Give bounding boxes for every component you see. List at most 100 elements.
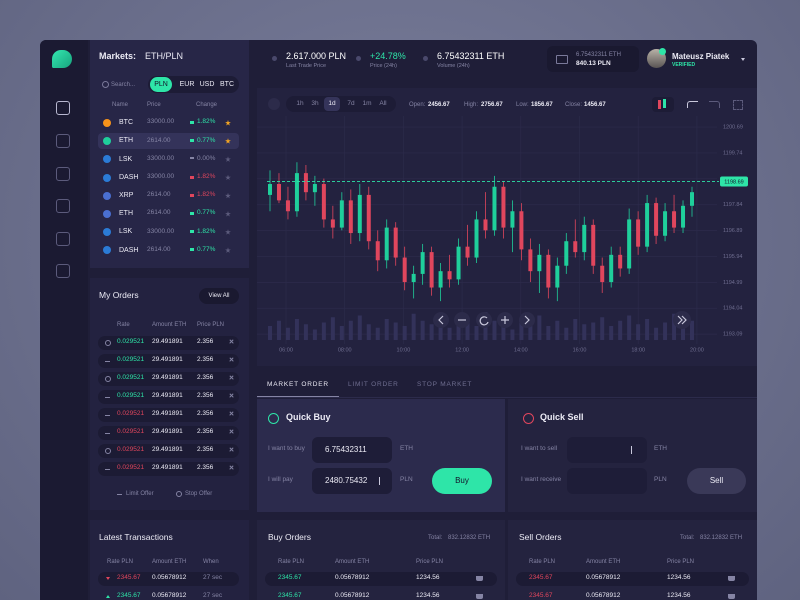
order-tab[interactable]: STOP MARKET xyxy=(417,381,473,389)
cart-button[interactable] xyxy=(728,576,735,581)
draw-tool[interactable] xyxy=(268,98,280,110)
coin-change: 1.82% xyxy=(197,118,216,126)
coin-name[interactable]: ETH xyxy=(119,210,133,218)
volume-bar xyxy=(564,327,569,340)
limit-icon xyxy=(105,468,110,470)
sell-arrow xyxy=(631,446,633,454)
coin-price: 33000.00 xyxy=(147,173,175,181)
user-menu-caret[interactable] xyxy=(741,58,745,61)
order-amount: 29.491891 xyxy=(152,338,183,346)
favorite-star[interactable] xyxy=(225,138,231,144)
wallet-eth: 6.75432311 ETH xyxy=(576,51,621,58)
nav-prev[interactable] xyxy=(433,312,449,328)
user-name[interactable]: Mateusz Piatek xyxy=(672,51,730,61)
coin-name[interactable]: DASH xyxy=(119,246,139,254)
coin-name[interactable]: ETH xyxy=(119,137,133,145)
timeframe-option[interactable]: 7d xyxy=(347,99,355,107)
volume-bar xyxy=(384,319,389,340)
order-price: 2.356 xyxy=(197,428,214,436)
coin-name[interactable]: XRP xyxy=(119,191,134,199)
favorite-star[interactable] xyxy=(225,247,231,253)
undo-button[interactable] xyxy=(687,101,698,108)
order-book-amount: 0.05678912 xyxy=(335,574,370,582)
volume-bar xyxy=(636,324,641,340)
sidebar-icon[interactable] xyxy=(56,101,70,115)
coin-price: 2614.00 xyxy=(147,191,171,199)
quick-buy-icon xyxy=(268,413,279,424)
reset[interactable] xyxy=(476,312,492,328)
sidebar xyxy=(40,40,88,600)
candle-body xyxy=(411,273,416,283)
candle-body xyxy=(573,241,578,253)
favorite-star[interactable] xyxy=(225,192,231,199)
coin-icon xyxy=(103,228,111,237)
buy-input[interactable] xyxy=(312,437,392,463)
candle-body xyxy=(375,241,380,261)
favorite-star[interactable] xyxy=(225,229,231,235)
pay-input[interactable] xyxy=(312,468,392,494)
transactions-panel xyxy=(90,520,249,600)
coin-name[interactable]: LSK xyxy=(119,155,133,163)
ohlc-label: Close: xyxy=(565,101,583,108)
view-all-button[interactable] xyxy=(199,288,239,304)
coin-name[interactable]: DASH xyxy=(119,173,139,181)
currency-option[interactable]: USD xyxy=(199,81,215,89)
favorite-star[interactable] xyxy=(225,174,231,181)
redo-button[interactable] xyxy=(709,101,720,108)
search-input[interactable]: Search... xyxy=(111,81,136,88)
stat-value: +24.78% xyxy=(370,51,406,62)
zoom-in-icon xyxy=(501,316,509,324)
candle-body xyxy=(672,211,677,228)
timeframe-option[interactable]: 1m xyxy=(362,99,372,107)
volume-bar xyxy=(618,320,623,340)
cart-button[interactable] xyxy=(728,594,735,599)
currency-option[interactable]: BTC xyxy=(220,81,234,89)
volume-bar xyxy=(294,319,299,340)
sell-button[interactable] xyxy=(687,468,746,494)
order-book-rate: 2345.67 xyxy=(529,592,553,600)
nav-next[interactable] xyxy=(519,312,535,328)
candle-body xyxy=(492,186,497,231)
coin-price: 33000.00 xyxy=(147,154,175,162)
coin-name[interactable]: LSK xyxy=(119,228,133,236)
coin-name[interactable]: BTC xyxy=(119,119,133,127)
legend-limit: Limit Offer xyxy=(126,491,154,498)
limit-icon xyxy=(105,360,110,362)
coin-icon xyxy=(103,119,111,127)
receive-input[interactable] xyxy=(567,468,647,494)
x-tick-label: 06:00 xyxy=(279,347,293,353)
order-tab[interactable]: LIMIT ORDER xyxy=(348,381,399,389)
cart-button[interactable] xyxy=(476,576,483,581)
coin-icon xyxy=(103,155,111,164)
candle-body xyxy=(321,184,326,220)
currency-option[interactable]: EUR xyxy=(179,81,195,89)
timeframe-option[interactable]: 3h xyxy=(311,99,319,107)
sell-unit: ETH xyxy=(654,445,667,453)
sidebar-icon[interactable] xyxy=(56,167,70,181)
favorite-star[interactable] xyxy=(225,156,231,162)
favorite-star[interactable] xyxy=(225,211,231,217)
timeframe-option[interactable]: All xyxy=(379,99,387,107)
transaction-amount: 0.05678912 xyxy=(152,592,187,600)
transactions-column: When xyxy=(203,558,219,565)
ohlc-value: 1456.67 xyxy=(584,101,606,108)
favorite-star[interactable] xyxy=(225,120,231,126)
wallet-icon xyxy=(556,55,568,64)
stat-label: Price (24h) xyxy=(370,62,397,69)
sidebar-icon[interactable] xyxy=(56,232,70,246)
sell-input[interactable] xyxy=(567,437,647,463)
cart-button[interactable] xyxy=(476,594,483,599)
timeframe-option[interactable]: 1d xyxy=(328,99,336,107)
view-all-label: View All xyxy=(208,292,230,299)
sidebar-icon[interactable] xyxy=(56,199,70,213)
sidebar-icon[interactable] xyxy=(56,264,70,278)
currency-option[interactable]: PLN xyxy=(154,81,168,89)
buy-button[interactable] xyxy=(432,468,492,494)
expand-button[interactable] xyxy=(733,100,743,110)
order-tab[interactable]: MARKET ORDER xyxy=(267,381,329,389)
volume-bar xyxy=(510,329,515,340)
sidebar-icon[interactable] xyxy=(56,134,70,148)
order-book-price: 1234.56 xyxy=(416,592,440,600)
timeframe-option[interactable]: 1h xyxy=(296,99,304,107)
stat-value: 6.75432311 ETH xyxy=(437,51,505,62)
